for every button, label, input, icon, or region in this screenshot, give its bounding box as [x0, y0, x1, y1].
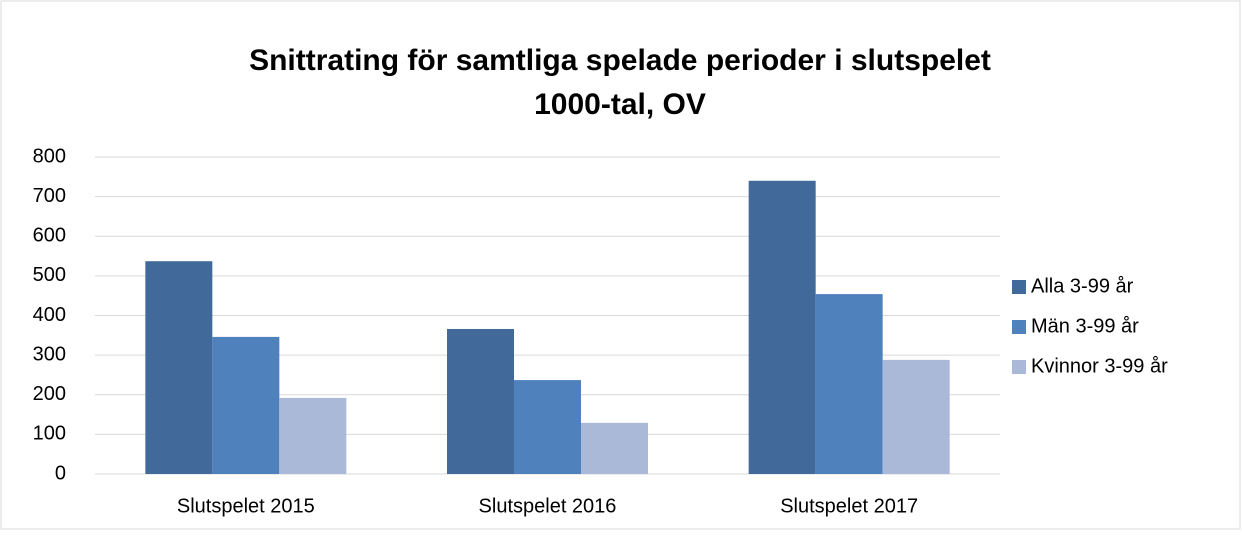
legend-swatch: [1012, 360, 1026, 374]
bar: [447, 328, 514, 474]
bar: [212, 336, 280, 474]
y-tick-label: 700: [33, 185, 66, 207]
y-tick-label: 0: [55, 462, 66, 484]
y-tick-label: 300: [33, 343, 66, 365]
legend-swatch: [1012, 280, 1026, 294]
x-tick-label: Slutspelet 2016: [479, 495, 617, 517]
x-tick-label: Slutspelet 2017: [780, 495, 918, 517]
y-tick-label: 600: [33, 225, 66, 247]
bar: [279, 397, 347, 474]
chart-subtitle: 1000-tal, OV: [534, 88, 706, 121]
legend-label: Män 3-99 år: [1031, 315, 1139, 337]
y-tick-label: 400: [33, 304, 66, 326]
bar: [514, 380, 581, 474]
legend-label: Alla 3-99 år: [1031, 275, 1134, 297]
bar: [815, 294, 883, 474]
bar: [145, 261, 213, 474]
y-tick-label: 100: [33, 423, 66, 445]
y-tick-label: 800: [33, 145, 66, 167]
bar: [581, 422, 648, 474]
chart-title: Snittrating för samtliga spelade periode…: [249, 44, 991, 77]
bar: [748, 180, 816, 474]
legend-swatch: [1012, 320, 1026, 334]
y-tick-label: 200: [33, 383, 66, 405]
bar: [882, 359, 950, 474]
x-tick-label: Slutspelet 2015: [177, 495, 315, 517]
legend-label: Kvinnor 3-99 år: [1031, 355, 1168, 377]
y-tick-label: 500: [33, 264, 66, 286]
